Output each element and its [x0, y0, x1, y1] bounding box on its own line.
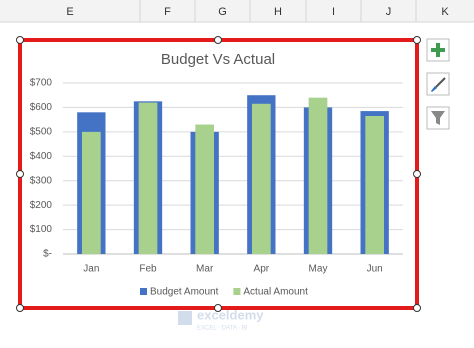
column-letter: J — [386, 6, 392, 18]
bar — [81, 131, 101, 254]
y-tick-label: $100 — [30, 224, 53, 235]
plus-icon — [431, 43, 445, 57]
bar — [195, 124, 215, 255]
legend-label: Actual Amount — [243, 287, 308, 298]
handle[interactable] — [16, 36, 24, 44]
brush-handle — [435, 77, 446, 88]
bar — [138, 102, 158, 255]
plot-area: $- $100 $200 $300 $400 $500 $600 $700 Jan Feb Mar A… — [30, 78, 403, 298]
y-tick-label: $600 — [30, 102, 53, 113]
y-tick-label: $500 — [30, 126, 53, 137]
chart-styles-button[interactable] — [426, 72, 450, 96]
column-letter: K — [441, 6, 449, 18]
bar — [251, 103, 271, 254]
handle[interactable] — [16, 304, 24, 312]
chart-elements-button[interactable] — [426, 38, 450, 62]
column-letter: F — [164, 6, 171, 18]
handle[interactable] — [214, 304, 222, 312]
column-header-bar — [0, 0, 474, 22]
chart-filters-button[interactable] — [426, 106, 450, 130]
y-tick-label: $300 — [30, 175, 53, 186]
watermark: exceldemy EXCEL · DATA · BI — [178, 307, 264, 332]
x-tick-label: Mar — [196, 264, 214, 275]
watermark-tagline: EXCEL · DATA · BI — [197, 326, 248, 332]
handle[interactable] — [413, 170, 421, 178]
x-tick-label: Feb — [139, 264, 157, 275]
column-headers: E F G H I J K — [66, 0, 449, 22]
y-tick-label: $- — [43, 249, 52, 260]
watermark-icon — [178, 311, 192, 325]
x-tick-label: Apr — [254, 264, 270, 275]
watermark-name: exceldemy — [197, 307, 264, 322]
legend-label: Budget Amount — [150, 287, 219, 298]
legend-swatch — [140, 288, 147, 295]
handle[interactable] — [214, 36, 222, 44]
column-letter: E — [66, 6, 73, 18]
column-letter: I — [332, 6, 335, 18]
x-tick-label: May — [309, 264, 328, 275]
bar — [365, 115, 385, 254]
bar — [308, 97, 328, 255]
y-tick-label: $200 — [30, 200, 53, 211]
handle[interactable] — [413, 304, 421, 312]
chart-title: Budget Vs Actual — [161, 51, 275, 68]
column-letter: G — [218, 6, 227, 18]
handle[interactable] — [413, 36, 421, 44]
resize-handles — [16, 36, 421, 312]
x-tick-label: Jun — [367, 264, 383, 275]
column-letter: H — [274, 6, 282, 18]
legend-swatch — [233, 288, 241, 295]
filter-icon — [431, 111, 445, 125]
brush-tip — [431, 86, 437, 92]
handle[interactable] — [16, 170, 24, 178]
y-tick-label: $700 — [30, 78, 53, 89]
x-tick-label: Jan — [83, 264, 99, 275]
y-tick-label: $400 — [30, 151, 53, 162]
